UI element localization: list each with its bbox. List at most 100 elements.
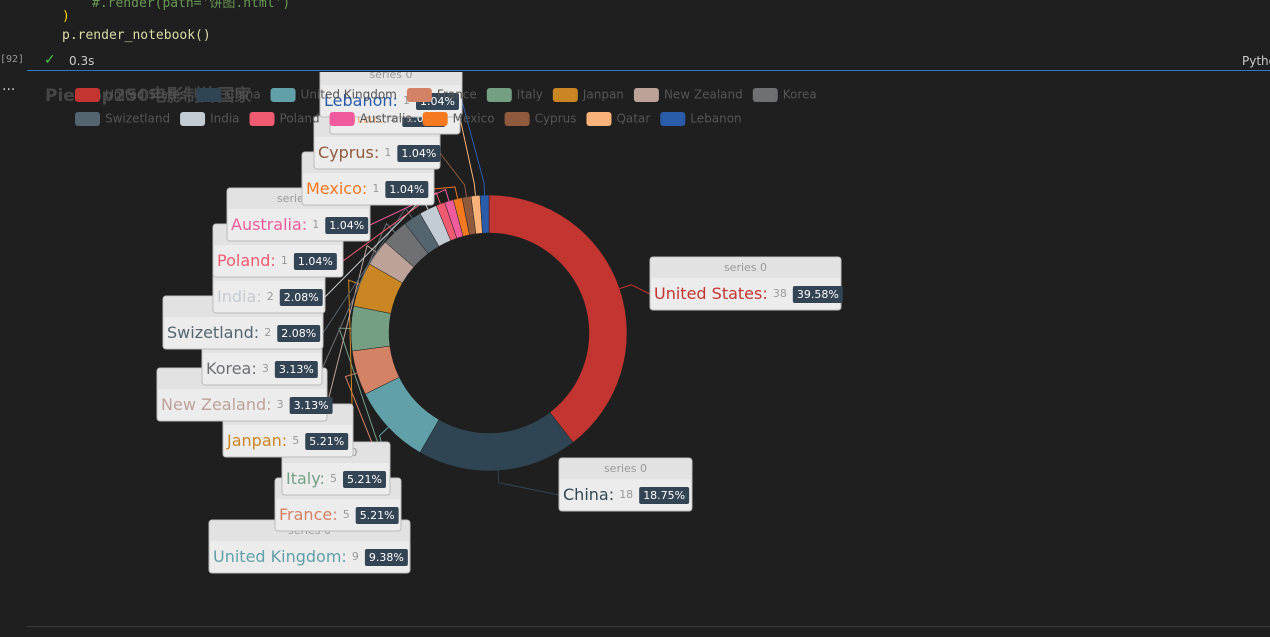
percent-badge — [397, 145, 441, 162]
colon: : — [341, 547, 351, 566]
percent-label: 39.58% — [797, 288, 839, 301]
category-name: India — [217, 287, 256, 306]
percent-label: 1.04% — [329, 219, 364, 232]
legend-swatch — [422, 112, 448, 126]
label-text: Australia: 1 — [231, 215, 319, 234]
colon: : — [762, 284, 772, 303]
percent-label: 1.04% — [401, 147, 436, 160]
percent-badge — [355, 507, 399, 524]
colon: : — [374, 143, 384, 162]
colon: : — [609, 485, 619, 504]
legend-label: Italy — [517, 88, 543, 102]
colon: : — [362, 179, 372, 198]
percent-label: 2.08% — [284, 291, 319, 304]
legend-swatch — [660, 112, 686, 126]
category-name: Cyprus — [318, 143, 374, 162]
leader-line — [497, 470, 560, 496]
legend-swatch — [75, 88, 100, 102]
percent-label: 5.21% — [360, 509, 395, 522]
code-cell[interactable] — [27, 0, 1270, 71]
legend-label: New Zealand — [664, 88, 743, 102]
code-line: #.render(path='饼图.html') — [92, 0, 291, 11]
legend-label: India — [210, 112, 239, 126]
leader-line — [461, 100, 485, 196]
category-name: United States — [654, 284, 762, 303]
data-label: series 0 United States: 38 39.58% — [649, 256, 843, 311]
legend-swatch — [586, 112, 612, 126]
value-label: 18 — [619, 488, 633, 501]
category-name: Italy — [286, 469, 320, 488]
label-text: Poland: 1 — [217, 251, 288, 270]
label-text: United Kingdom: 9 — [213, 547, 359, 566]
legend-swatch — [75, 112, 100, 126]
category-name: Janpan — [226, 431, 282, 450]
category-name: United Kingdom — [213, 547, 341, 566]
pie-slice — [419, 411, 574, 472]
colon: : — [282, 431, 292, 450]
legend-swatch — [180, 112, 206, 126]
value-label: 38 — [773, 287, 787, 300]
value-label: 5 — [343, 508, 350, 521]
category-name: Lebanon — [324, 91, 393, 110]
label-text: New Zealand: 3 — [161, 395, 284, 414]
pie-slice — [479, 194, 490, 234]
percent-badge — [274, 361, 318, 378]
label-text: China: 18 — [563, 485, 633, 504]
percent-badge — [277, 325, 321, 342]
leader-line — [342, 191, 441, 262]
kernel-language[interactable]: Python — [1242, 54, 1270, 68]
value-label: 9 — [352, 550, 359, 563]
label-text: United States: 38 — [654, 284, 787, 303]
leader-line — [433, 186, 459, 199]
legend-swatch — [633, 88, 659, 102]
colon: : — [251, 359, 261, 378]
value-label: 3 — [262, 362, 269, 375]
value-label: 1 — [384, 146, 391, 159]
percent-label: 5.21% — [309, 435, 344, 448]
category-name: Korea — [206, 359, 251, 378]
percent-badge — [289, 397, 333, 414]
series-name: series 0 — [724, 261, 767, 274]
category-name: New Zealand — [161, 395, 266, 414]
percent-label: 5.21% — [347, 473, 382, 486]
percent-label: 18.75% — [643, 489, 685, 502]
percent-badge — [279, 289, 323, 306]
colon: : — [393, 91, 403, 110]
legend-label: Janpan — [582, 88, 624, 102]
percent-label: 9.38% — [369, 551, 404, 564]
colon: : — [256, 287, 266, 306]
colon: : — [254, 323, 264, 342]
percent-badge — [385, 181, 429, 198]
value-label: 2 — [267, 290, 274, 303]
value-label: 5 — [330, 472, 337, 485]
legend-label: Lebanon — [690, 112, 741, 126]
value-label: 3 — [277, 398, 284, 411]
leader-line — [326, 244, 378, 406]
legend-label: Cyprus — [535, 112, 577, 126]
label-text: Janpan: 5 — [226, 431, 299, 450]
label-text: India: 2 — [217, 287, 274, 306]
percent-badge — [792, 286, 843, 303]
execution-count: [92] — [0, 54, 25, 65]
percent-badge — [343, 471, 386, 488]
code-line: ) — [62, 9, 70, 24]
colon: : — [332, 505, 342, 524]
legend-label: Korea — [783, 88, 817, 102]
category-name: Poland — [217, 251, 270, 270]
more-button[interactable]: ... — [2, 78, 16, 94]
legend-label: Poland — [280, 112, 320, 126]
label-header — [651, 258, 840, 278]
value-label: 5 — [292, 434, 299, 447]
legend-swatch — [552, 88, 578, 102]
legend-label: France — [437, 88, 477, 102]
legend-swatch — [249, 112, 275, 126]
legend-swatch — [196, 88, 222, 102]
percent-badge — [325, 217, 369, 234]
percent-label: 2.08% — [281, 327, 316, 340]
label-text: Cyprus: 1 — [318, 143, 391, 162]
leader-line — [439, 152, 468, 197]
category-name: France — [279, 505, 332, 524]
percent-label: 1.04% — [389, 183, 424, 196]
percent-badge — [364, 549, 408, 566]
label-text: Mexico: 1 — [306, 179, 379, 198]
